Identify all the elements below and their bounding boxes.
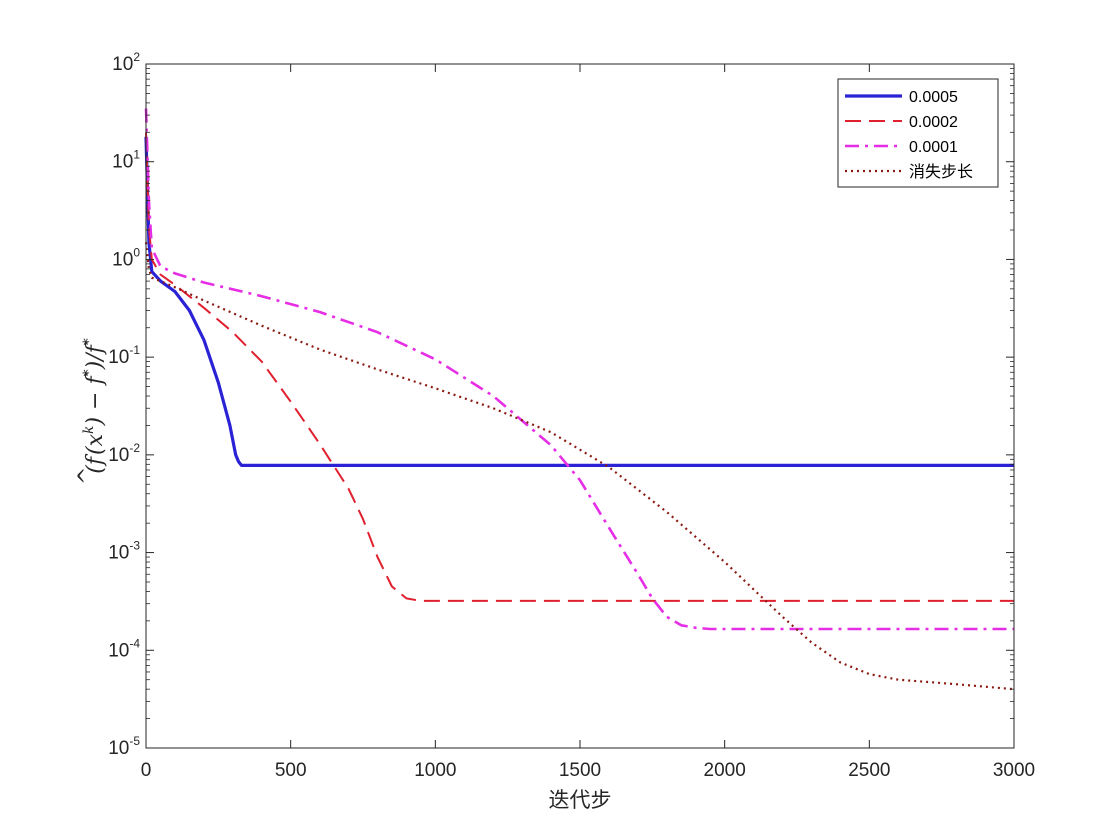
y-tick-label: 10-2 <box>108 441 140 466</box>
series-line-1 <box>145 132 1014 602</box>
y-tick-label: 102 <box>112 50 140 75</box>
x-tick-label: 2500 <box>848 760 890 781</box>
plot-lines <box>144 108 1015 691</box>
y-tick-label: 101 <box>112 148 140 173</box>
x-tick-label: 2000 <box>704 760 746 781</box>
x-tick-label: 3000 <box>993 760 1035 781</box>
legend-label-1: 0.0002 <box>909 114 958 131</box>
y-tick-label: 10-5 <box>108 734 140 759</box>
y-tick-label: 100 <box>112 245 140 270</box>
series-line-3 <box>144 242 1015 691</box>
x-axis-title: 迭代步 <box>549 789 612 812</box>
x-tick-label: 1500 <box>559 760 601 781</box>
x-tick-label: 500 <box>275 760 307 781</box>
legend-label-0: 0.0005 <box>909 89 958 106</box>
y-tick-label: 10-1 <box>108 343 140 368</box>
legend: 0.0005 0.0002 0.0001 消失步长 <box>837 78 999 188</box>
legend-label-3: 消失步长 <box>909 163 973 181</box>
y-axis-title-hat: ^ <box>75 467 100 485</box>
y-axis-ticks: 10-5 10-4 10-3 10-2 10-1 100 101 102 <box>108 50 1014 759</box>
svg-text:(f(xk) − f*)/f*: (f(xk) − f*)/f* <box>81 338 108 474</box>
y-tick-label: 10-3 <box>108 539 140 564</box>
y-tick-label: 10-4 <box>108 636 140 661</box>
x-tick-label: 0 <box>141 760 152 781</box>
x-tick-label: 1000 <box>414 760 456 781</box>
legend-label-2: 0.0001 <box>909 139 958 156</box>
x-axis-ticks: 0 500 1000 1500 2000 2500 3000 <box>141 64 1035 781</box>
